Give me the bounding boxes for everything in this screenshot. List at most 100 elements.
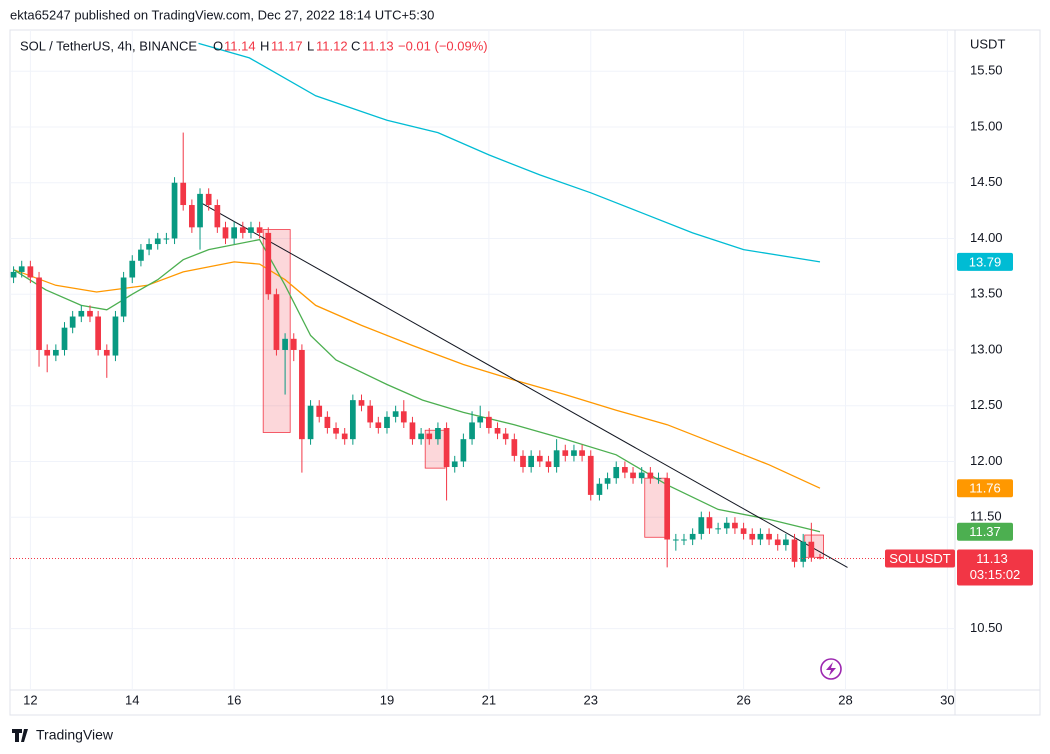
candle-body: [36, 277, 42, 350]
candle-body: [587, 455, 594, 495]
y-tick-label: 15.50: [970, 63, 1003, 78]
x-tick-label: 23: [584, 692, 598, 707]
candle-body: [757, 533, 764, 540]
candle-body: [672, 539, 679, 541]
candle-body: [604, 478, 611, 484]
candle-body: [44, 349, 51, 356]
ohlc-label: C: [351, 38, 360, 53]
candle-body: [681, 539, 687, 541]
candle-body: [596, 483, 603, 495]
ohlc-value: 11.17: [271, 38, 303, 53]
candle-body: [443, 428, 450, 468]
x-tick-label: 26: [736, 692, 750, 707]
plot: [10, 30, 955, 690]
candle-body: [460, 439, 467, 462]
y-tick-label: 11.50: [970, 509, 1002, 524]
x-tick-label: 14: [125, 692, 139, 707]
candle-body: [112, 316, 119, 356]
candle-body: [120, 277, 127, 317]
frame: [9, 29, 1041, 716]
candle-body: [418, 433, 424, 440]
candle-body: [622, 467, 628, 473]
candle-body: [197, 193, 203, 228]
last-price-label: 11.13: [976, 551, 1008, 566]
ohlc-label: L: [307, 38, 314, 53]
candle-body: [282, 338, 288, 350]
candle-body: [579, 450, 585, 456]
candle-body: [536, 455, 543, 462]
x-tick-label: 19: [380, 692, 394, 707]
change: −0.01 (−0.09%): [398, 38, 488, 53]
price-badge: [957, 252, 1013, 271]
candle-body: [392, 411, 399, 417]
plot-layer: 10.50 11.50 12.00 12.50 13.00 13.50 14.00 14.50…: [10, 30, 1033, 707]
candle-body: [562, 450, 569, 456]
candle-body: [638, 472, 645, 479]
ohlc-value: 11.12: [316, 38, 348, 53]
candle-body: [477, 416, 484, 423]
candle-body: [511, 439, 518, 456]
y-tick-label: 13.00: [970, 341, 1003, 356]
x-tick-label: 28: [838, 692, 852, 707]
x-tick-label: 12: [23, 692, 37, 707]
candle-body: [647, 472, 654, 479]
candle-body: [520, 455, 526, 468]
candle-body: [290, 338, 297, 350]
y-tick-label: 15.00: [970, 118, 1003, 133]
candle-body: [426, 433, 433, 440]
candle-body: [435, 428, 441, 440]
y-tick-label: 12.00: [970, 453, 1003, 468]
candle-body: [69, 316, 76, 328]
chart-title: SOL / TetherUS, 4h, BINANCE: [20, 38, 197, 53]
candle-body: [723, 522, 730, 529]
candle-body: [613, 467, 620, 479]
candle-body: [553, 450, 560, 468]
candle-body: [307, 405, 314, 440]
candle-body: [256, 227, 263, 233]
candle-body: [451, 461, 458, 468]
trend-line: [200, 202, 848, 568]
candle-body: [494, 428, 501, 434]
candle-body: [163, 238, 170, 240]
ohlc-value: 11.14: [224, 38, 256, 53]
countdown-label: 03:15:02: [970, 567, 1021, 582]
candle-body: [87, 310, 93, 317]
drawing-box: [644, 477, 669, 538]
moving-average: [198, 42, 821, 263]
candle-body: [171, 182, 178, 239]
candle-body: [214, 205, 221, 228]
candle-body: [333, 428, 339, 434]
candle-body: [248, 227, 254, 233]
candle-body: [205, 193, 212, 206]
ohlc-label: H: [260, 38, 269, 53]
candle-body: [324, 416, 331, 429]
candle-body: [774, 539, 781, 546]
candle-body: [783, 539, 789, 546]
candle-body: [689, 533, 696, 540]
candle-body: [189, 205, 195, 228]
candle-body: [409, 422, 416, 440]
candle-body: [299, 349, 305, 440]
candle-body: [10, 271, 17, 278]
symbol-badge: [885, 549, 955, 568]
brand: TradingView: [12, 727, 114, 743]
brand-name: TradingView: [36, 727, 114, 743]
price-badge: [957, 522, 1013, 541]
candle-body: [384, 416, 390, 429]
candle-body: [27, 266, 34, 278]
candle-body: [18, 266, 25, 272]
y-tick-label: 10.50: [970, 620, 1003, 635]
candle-body: [528, 455, 535, 468]
y-tick-label: 14.50: [970, 174, 1003, 189]
candle-body: [706, 517, 713, 529]
y-tick-label: 14.00: [970, 230, 1003, 245]
x-tick-label: 30: [940, 692, 954, 707]
symbol-label: SOLUSDT: [889, 551, 950, 566]
candle-body: [800, 541, 807, 562]
header-legend: SOL / TetherUS, 4h, BINANCE O 11.14 H 11…: [20, 38, 488, 53]
candle-body: [502, 433, 509, 440]
x-tick-label: 21: [482, 692, 496, 707]
candle-body: [52, 349, 59, 356]
